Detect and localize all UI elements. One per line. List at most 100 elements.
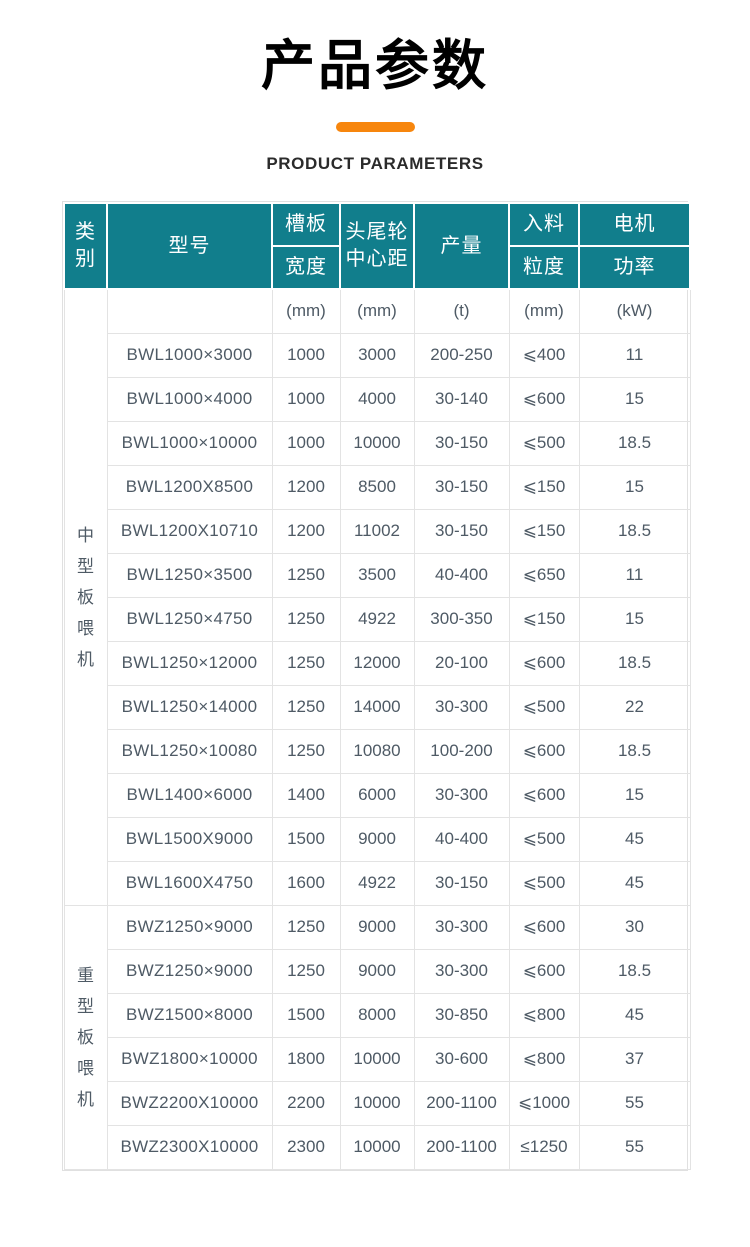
cell-trough-width: 1000 xyxy=(271,420,341,466)
cell-center-distance: 10000 xyxy=(339,1124,415,1170)
col-header-width: 宽度 xyxy=(271,245,341,290)
col-header-center-distance: 头尾轮 中心距 xyxy=(339,202,415,290)
cell-capacity: 30-600 xyxy=(413,1036,510,1082)
table-row: BWL1200X8500 1200 8500 30-150 ⩽150 15 xyxy=(64,464,691,510)
cell-motor-power: 55 xyxy=(578,1080,691,1126)
page-title: 产品参数 xyxy=(261,34,489,97)
col-header-granularity: 粒度 xyxy=(508,245,580,290)
unit-capacity: (t) xyxy=(413,288,510,334)
table-row: BWL1250×4750 1250 4922 300-350 ⩽150 15 xyxy=(64,596,691,642)
cell-center-distance: 9000 xyxy=(339,816,415,862)
cell-center-distance: 12000 xyxy=(339,640,415,686)
header-row-top: 类 别 型号 槽板 头尾轮 中心距 产量 入料 电机 xyxy=(63,202,691,290)
cell-feed-size: ⩽800 xyxy=(508,992,580,1038)
parameters-table-wrapper: 类 别 型号 槽板 头尾轮 中心距 产量 入料 电机 宽度 粒度 功率 中 型 … xyxy=(62,201,691,1171)
cell-center-distance: 10000 xyxy=(339,1080,415,1126)
cell-motor-power: 45 xyxy=(578,992,691,1038)
cell-feed-size: ⩽500 xyxy=(508,816,580,862)
unit-feed-size: (mm) xyxy=(508,288,580,334)
cell-center-distance: 14000 xyxy=(339,684,415,730)
cell-capacity: 30-300 xyxy=(413,684,510,730)
cell-capacity: 30-150 xyxy=(413,464,510,510)
cell-feed-size: ⩽600 xyxy=(508,640,580,686)
cell-motor-power: 18.5 xyxy=(578,508,691,554)
cell-feed-size: ⩽150 xyxy=(508,596,580,642)
cell-trough-width: 1400 xyxy=(271,772,341,818)
cell-capacity: 200-1100 xyxy=(413,1124,510,1170)
cell-trough-width: 1250 xyxy=(271,728,341,774)
cell-model: BWL1000×3000 xyxy=(106,332,273,378)
units-row: 中 型 板 喂 机 (mm) (mm) (t) (mm) (kW) xyxy=(63,288,691,906)
cell-trough-width: 1500 xyxy=(271,992,341,1038)
table-row: BWZ1800×10000 1800 10000 30-600 ⩽800 37 xyxy=(64,1036,691,1082)
cell-center-distance: 8000 xyxy=(339,992,415,1038)
table-row: BWL1000×10000 1000 10000 30-150 ⩽500 18.5 xyxy=(64,420,691,466)
cell-capacity: 40-400 xyxy=(413,816,510,862)
cell-motor-power: 30 xyxy=(578,904,691,950)
table-header: 类 别 型号 槽板 头尾轮 中心距 产量 入料 电机 宽度 粒度 功率 xyxy=(63,202,691,290)
page-subtitle: PRODUCT PARAMETERS xyxy=(266,154,484,173)
cell-capacity: 30-300 xyxy=(413,904,510,950)
cell-trough-width: 1200 xyxy=(271,508,341,554)
cell-capacity: 30-140 xyxy=(413,376,510,422)
cell-model: BWZ1250×9000 xyxy=(106,904,273,950)
cell-center-distance: 9000 xyxy=(339,948,415,994)
cell-feed-size: ⩽600 xyxy=(508,728,580,774)
cell-model: BWL1250×10080 xyxy=(106,728,273,774)
table-row: BWL1250×14000 1250 14000 30-300 ⩽500 22 xyxy=(64,684,691,730)
table-row: BWL1600X4750 1600 4922 30-150 ⩽500 45 xyxy=(64,860,691,906)
category-cell-medium: 中 型 板 喂 机 xyxy=(63,288,108,906)
table-row: BWL1000×3000 1000 3000 200-250 ⩽400 11 xyxy=(64,332,691,378)
cell-motor-power: 15 xyxy=(578,464,691,510)
cell-capacity: 30-150 xyxy=(413,860,510,906)
cell-capacity: 300-350 xyxy=(413,596,510,642)
cell-feed-size: ⩽500 xyxy=(508,420,580,466)
cell-motor-power: 18.5 xyxy=(578,728,691,774)
cell-model: BWL1500X9000 xyxy=(106,816,273,862)
cell-feed-size: ⩽800 xyxy=(508,1036,580,1082)
cell-trough-width: 1250 xyxy=(271,904,341,950)
cell-model: BWL1250×14000 xyxy=(106,684,273,730)
table-row: BWZ2200X10000 2200 10000 200-1100 ⩽1000 55 xyxy=(64,1080,691,1126)
table-row: BWL1400×6000 1400 6000 30-300 ⩽600 15 xyxy=(64,772,691,818)
cell-trough-width: 1000 xyxy=(271,332,341,378)
cell-feed-size: ⩽150 xyxy=(508,508,580,554)
unit-trough-width: (mm) xyxy=(271,288,341,334)
cell-feed-size: ⩽600 xyxy=(508,376,580,422)
cell-motor-power: 15 xyxy=(578,596,691,642)
cell-trough-width: 2200 xyxy=(271,1080,341,1126)
cell-model: BWL1200X10710 xyxy=(106,508,273,554)
cell-trough-width: 1600 xyxy=(271,860,341,906)
cell-feed-size: ⩽150 xyxy=(508,464,580,510)
cell-motor-power: 18.5 xyxy=(578,420,691,466)
cell-motor-power: 45 xyxy=(578,816,691,862)
cell-motor-power: 22 xyxy=(578,684,691,730)
cell-motor-power: 18.5 xyxy=(578,640,691,686)
cell-feed-size: ≤1250 xyxy=(508,1124,580,1170)
units-model-blank xyxy=(106,288,273,334)
cell-model: BWZ2200X10000 xyxy=(106,1080,273,1126)
cell-model: BWL1400×6000 xyxy=(106,772,273,818)
cell-center-distance: 10080 xyxy=(339,728,415,774)
cell-center-distance: 11002 xyxy=(339,508,415,554)
cell-feed-size: ⩽1000 xyxy=(508,1080,580,1126)
cell-model: BWL1000×4000 xyxy=(106,376,273,422)
unit-motor-power: (kW) xyxy=(578,288,691,334)
cell-capacity: 200-1100 xyxy=(413,1080,510,1126)
cell-capacity: 30-300 xyxy=(413,948,510,994)
cell-center-distance: 4000 xyxy=(339,376,415,422)
cell-model: BWL1600X4750 xyxy=(106,860,273,906)
col-header-motor: 电机 xyxy=(578,202,691,247)
cell-trough-width: 1250 xyxy=(271,684,341,730)
unit-center-distance: (mm) xyxy=(339,288,415,334)
table-row: BWL1200X10710 1200 11002 30-150 ⩽150 18.5 xyxy=(64,508,691,554)
cell-motor-power: 11 xyxy=(578,552,691,598)
col-header-model: 型号 xyxy=(106,202,273,290)
cell-trough-width: 1250 xyxy=(271,596,341,642)
cell-capacity: 30-150 xyxy=(413,420,510,466)
cell-capacity: 40-400 xyxy=(413,552,510,598)
cell-trough-width: 1500 xyxy=(271,816,341,862)
cell-feed-size: ⩽500 xyxy=(508,860,580,906)
parameters-table: 类 别 型号 槽板 头尾轮 中心距 产量 入料 电机 宽度 粒度 功率 中 型 … xyxy=(63,202,691,1170)
table-row: BWL1250×3500 1250 3500 40-400 ⩽650 11 xyxy=(64,552,691,598)
